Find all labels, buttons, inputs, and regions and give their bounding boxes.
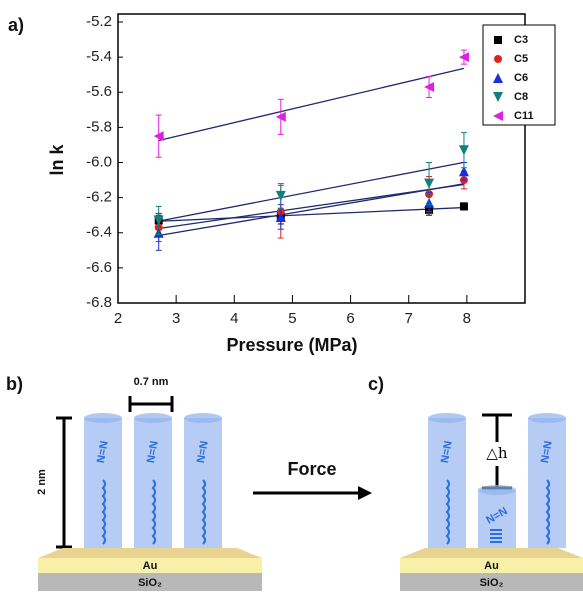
y-tick-label: -6.6 (86, 259, 112, 276)
point (153, 131, 164, 142)
azo-label: N=N (439, 440, 455, 464)
y-tick-label: -5.6 (86, 83, 112, 100)
column-top (184, 413, 222, 423)
azo-label: N=N (95, 440, 111, 464)
point (458, 145, 469, 156)
force-label: Force (287, 459, 336, 479)
legend-marker (493, 111, 503, 121)
legend-label: C5 (514, 53, 528, 65)
gold-label: Au (484, 560, 499, 572)
fit-line (158, 161, 465, 222)
silica-label: SiO₂ (480, 577, 504, 589)
molecule-column (528, 418, 566, 548)
y-tick-label: -5.2 (86, 13, 112, 30)
gold-layer (38, 558, 262, 573)
fit-line (158, 206, 464, 222)
x-tick-label: 5 (288, 310, 296, 327)
alkyl-chain (445, 479, 450, 545)
y-tick-label: -6.0 (86, 153, 112, 170)
legend-label: C3 (514, 34, 528, 46)
arrow-head (358, 486, 372, 500)
alkyl-chain (201, 479, 206, 545)
silica-label: SiO₂ (138, 577, 162, 589)
fit-line (158, 67, 465, 142)
molecule-column (184, 418, 222, 548)
legend-marker (494, 36, 502, 44)
point (275, 211, 286, 222)
point (424, 81, 435, 92)
x-tick-label: 7 (405, 310, 413, 327)
x-tick-label: 4 (230, 310, 238, 327)
legend-label: C11 (514, 110, 534, 122)
width-label: 0.7 nm (134, 376, 169, 388)
point (458, 52, 469, 63)
legend-label: C8 (514, 91, 528, 103)
label-bg (484, 442, 510, 466)
point (458, 166, 469, 177)
gold-layer (400, 548, 583, 558)
alkyl-chain (490, 529, 502, 543)
point (424, 178, 435, 189)
y-tick-label: -6.4 (86, 224, 112, 241)
column-top (528, 413, 566, 423)
column-top (84, 413, 122, 423)
point (459, 202, 468, 211)
fit-line (158, 183, 465, 237)
column-top (134, 413, 172, 423)
gold-label: Au (143, 560, 158, 572)
silica-layer (400, 573, 583, 591)
point (153, 215, 164, 226)
x-axis-label: Pressure (MPa) (226, 335, 357, 355)
x-tick-label: 8 (463, 310, 471, 327)
x-tick-label: 2 (114, 310, 122, 327)
azo-label: N=N (195, 440, 211, 464)
azo-label: N=N (145, 440, 161, 464)
panel-label: b) (6, 374, 23, 394)
x-tick-label: 3 (172, 310, 180, 327)
point (275, 111, 286, 122)
alkyl-chain (545, 479, 550, 545)
alkyl-chain (101, 479, 106, 545)
gold-layer (400, 558, 583, 573)
molecule-column (134, 418, 172, 548)
plot-frame (117, 13, 526, 304)
legend-marker (493, 73, 503, 83)
molecule-column (428, 418, 466, 548)
y-tick-label: -6.2 (86, 189, 112, 206)
alkyl-chain (151, 479, 156, 545)
y-axis-label: ln k (47, 144, 67, 176)
diagram: b) c) 0.7 nm 2 nm Force △h Au SiO₂ Au SiO₂ N… (6, 374, 583, 591)
y-tick-label: -5.8 (86, 118, 112, 135)
point (275, 190, 286, 201)
y-tick-label: -5.4 (86, 48, 112, 65)
delta-label: △h (486, 444, 508, 462)
legend-marker (494, 55, 502, 63)
gold-layer (38, 548, 262, 558)
height-label: 2 nm (36, 469, 48, 495)
azo-label: N=N (539, 440, 555, 464)
column-top (478, 485, 516, 495)
x-tick-label: 6 (346, 310, 354, 327)
y-tick-label: -6.8 (86, 294, 112, 311)
column-top (428, 413, 466, 423)
legend-marker (493, 92, 503, 102)
panel-label: a) (8, 15, 24, 35)
panel-label: c) (368, 374, 384, 394)
legend-label: C6 (514, 72, 528, 84)
molecule-column (84, 418, 122, 548)
silica-layer (38, 573, 262, 591)
